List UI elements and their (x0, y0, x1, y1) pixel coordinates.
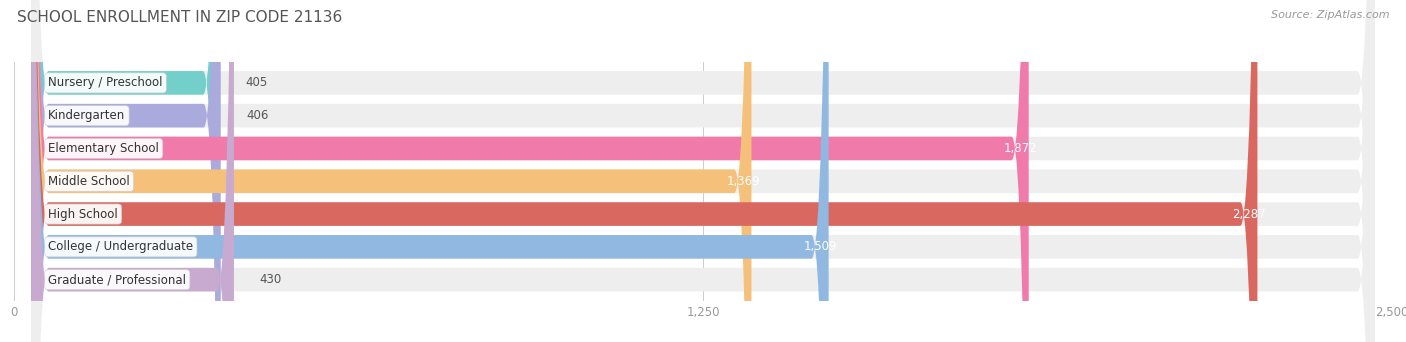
FancyBboxPatch shape (31, 0, 221, 342)
FancyBboxPatch shape (31, 0, 1375, 342)
Text: 430: 430 (260, 273, 281, 286)
Text: Source: ZipAtlas.com: Source: ZipAtlas.com (1271, 10, 1389, 20)
FancyBboxPatch shape (31, 0, 1257, 342)
Text: 406: 406 (246, 109, 269, 122)
Text: Graduate / Professional: Graduate / Professional (48, 273, 187, 286)
Text: College / Undergraduate: College / Undergraduate (48, 240, 194, 253)
FancyBboxPatch shape (31, 0, 1375, 342)
FancyBboxPatch shape (31, 0, 1375, 342)
Text: Elementary School: Elementary School (48, 142, 159, 155)
FancyBboxPatch shape (31, 0, 233, 342)
Text: Nursery / Preschool: Nursery / Preschool (48, 76, 163, 89)
FancyBboxPatch shape (31, 0, 1029, 342)
Text: 1,509: 1,509 (804, 240, 837, 253)
FancyBboxPatch shape (31, 0, 828, 342)
Text: 1,369: 1,369 (727, 175, 761, 188)
FancyBboxPatch shape (31, 0, 1375, 342)
Text: 405: 405 (246, 76, 269, 89)
Text: Middle School: Middle School (48, 175, 131, 188)
Text: 1,872: 1,872 (1004, 142, 1038, 155)
Text: 2,287: 2,287 (1232, 208, 1265, 221)
FancyBboxPatch shape (31, 0, 1375, 342)
FancyBboxPatch shape (31, 0, 221, 342)
Text: Kindergarten: Kindergarten (48, 109, 125, 122)
FancyBboxPatch shape (31, 0, 751, 342)
FancyBboxPatch shape (31, 0, 1375, 342)
Text: High School: High School (48, 208, 118, 221)
Text: SCHOOL ENROLLMENT IN ZIP CODE 21136: SCHOOL ENROLLMENT IN ZIP CODE 21136 (17, 10, 342, 25)
FancyBboxPatch shape (31, 0, 1375, 342)
